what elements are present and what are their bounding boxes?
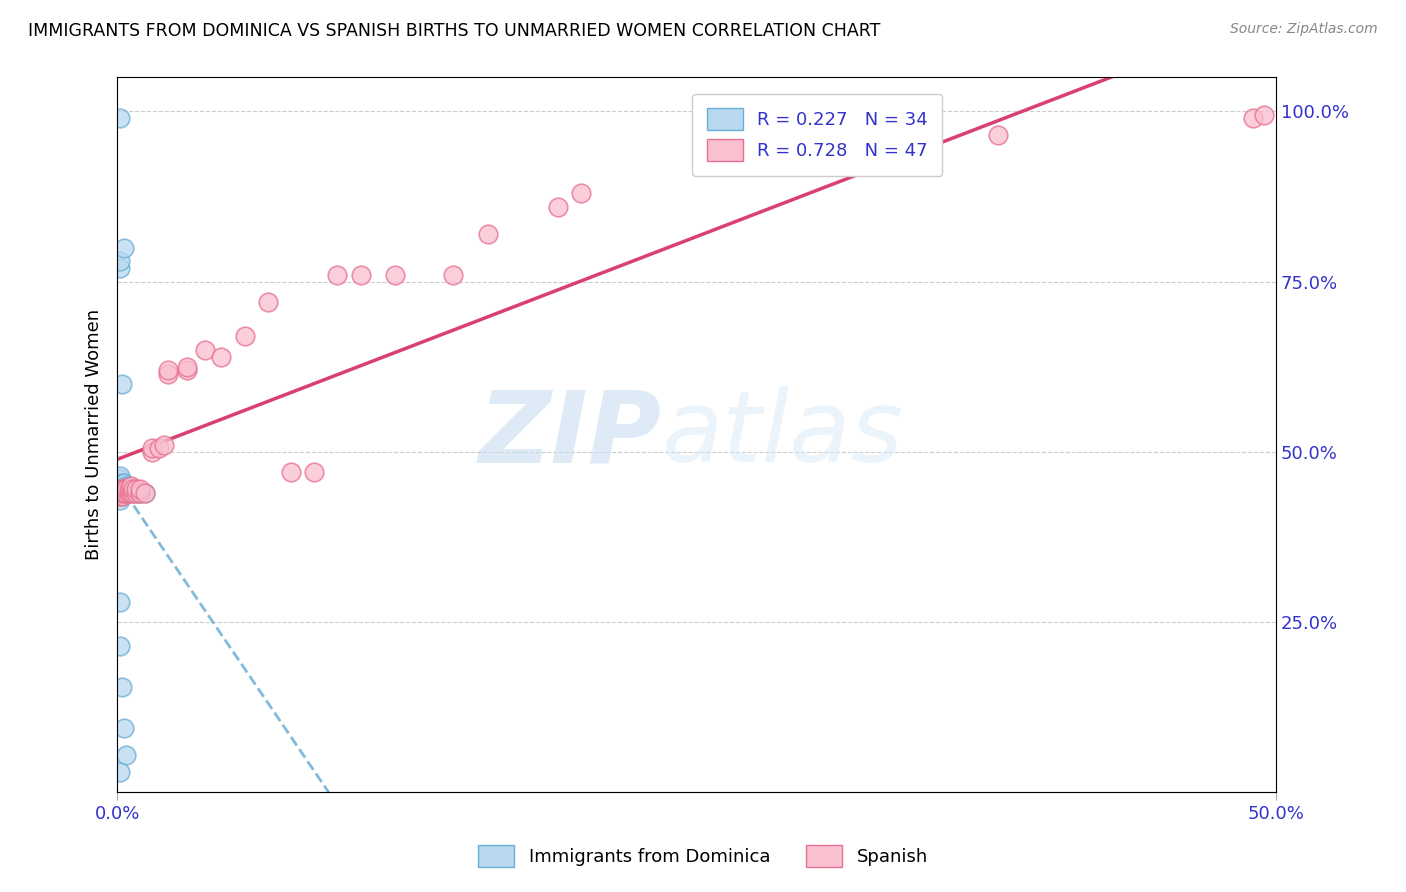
Point xyxy=(108,492,131,507)
Point xyxy=(112,475,135,490)
Point xyxy=(157,363,180,377)
Point xyxy=(108,483,131,497)
Point xyxy=(111,475,134,490)
Point xyxy=(112,483,135,497)
Point xyxy=(141,442,163,456)
Point xyxy=(120,483,142,497)
Point xyxy=(176,363,198,377)
Point xyxy=(108,112,131,126)
Point xyxy=(115,479,138,493)
Point xyxy=(111,489,134,503)
Point xyxy=(111,483,134,497)
Point xyxy=(108,485,131,500)
Point xyxy=(302,465,325,479)
Point xyxy=(112,479,135,493)
Point xyxy=(1253,108,1275,122)
Point xyxy=(326,268,349,282)
Point xyxy=(755,159,778,173)
Point xyxy=(120,485,142,500)
Point xyxy=(477,227,499,241)
Point xyxy=(118,479,141,493)
Text: ZIP: ZIP xyxy=(479,386,662,483)
Point xyxy=(108,489,131,503)
Point xyxy=(108,595,131,609)
Point xyxy=(111,485,134,500)
Point xyxy=(112,485,135,500)
Text: atlas: atlas xyxy=(662,386,904,483)
Point xyxy=(112,483,135,497)
Point xyxy=(125,485,148,500)
Point xyxy=(115,485,138,500)
Text: Source: ZipAtlas.com: Source: ZipAtlas.com xyxy=(1230,22,1378,37)
Point xyxy=(108,489,131,503)
Point xyxy=(148,442,170,456)
Point xyxy=(987,128,1010,143)
Point xyxy=(280,465,302,479)
Point xyxy=(1241,112,1264,126)
Point xyxy=(134,485,156,500)
Point xyxy=(125,483,148,497)
Point xyxy=(120,479,142,493)
Point xyxy=(111,680,134,694)
Point xyxy=(111,479,134,493)
Legend: Immigrants from Dominica, Spanish: Immigrants from Dominica, Spanish xyxy=(471,838,935,874)
Point xyxy=(129,485,152,500)
Point xyxy=(118,483,141,497)
Point xyxy=(176,359,198,374)
Point xyxy=(129,485,152,500)
Point xyxy=(157,367,180,381)
Point xyxy=(108,639,131,653)
Point xyxy=(118,483,141,497)
Point xyxy=(115,483,138,497)
Point xyxy=(108,764,131,779)
Point xyxy=(141,445,163,459)
Point xyxy=(441,268,464,282)
Y-axis label: Births to Unmarried Women: Births to Unmarried Women xyxy=(86,310,103,560)
Point xyxy=(120,483,142,497)
Point xyxy=(152,438,174,452)
Point xyxy=(111,483,134,497)
Legend: R = 0.227   N = 34, R = 0.728   N = 47: R = 0.227 N = 34, R = 0.728 N = 47 xyxy=(692,94,942,176)
Point xyxy=(122,483,145,497)
Point xyxy=(108,483,131,497)
Point xyxy=(194,343,217,357)
Point xyxy=(108,475,131,490)
Point xyxy=(115,483,138,497)
Point xyxy=(233,329,256,343)
Point xyxy=(112,721,135,735)
Point xyxy=(115,747,138,762)
Point xyxy=(118,485,141,500)
Point xyxy=(111,489,134,503)
Point xyxy=(108,485,131,500)
Point xyxy=(108,468,131,483)
Point xyxy=(384,268,406,282)
Text: IMMIGRANTS FROM DOMINICA VS SPANISH BIRTHS TO UNMARRIED WOMEN CORRELATION CHART: IMMIGRANTS FROM DOMINICA VS SPANISH BIRT… xyxy=(28,22,880,40)
Point xyxy=(129,483,152,497)
Point xyxy=(111,485,134,500)
Point xyxy=(108,261,131,276)
Point xyxy=(547,200,569,214)
Point xyxy=(256,295,278,310)
Point xyxy=(134,485,156,500)
Point xyxy=(108,254,131,268)
Point xyxy=(349,268,371,282)
Point xyxy=(122,485,145,500)
Point xyxy=(211,350,233,364)
Point xyxy=(112,241,135,255)
Point xyxy=(125,485,148,500)
Point xyxy=(569,186,592,201)
Point xyxy=(108,472,131,486)
Point xyxy=(111,376,134,391)
